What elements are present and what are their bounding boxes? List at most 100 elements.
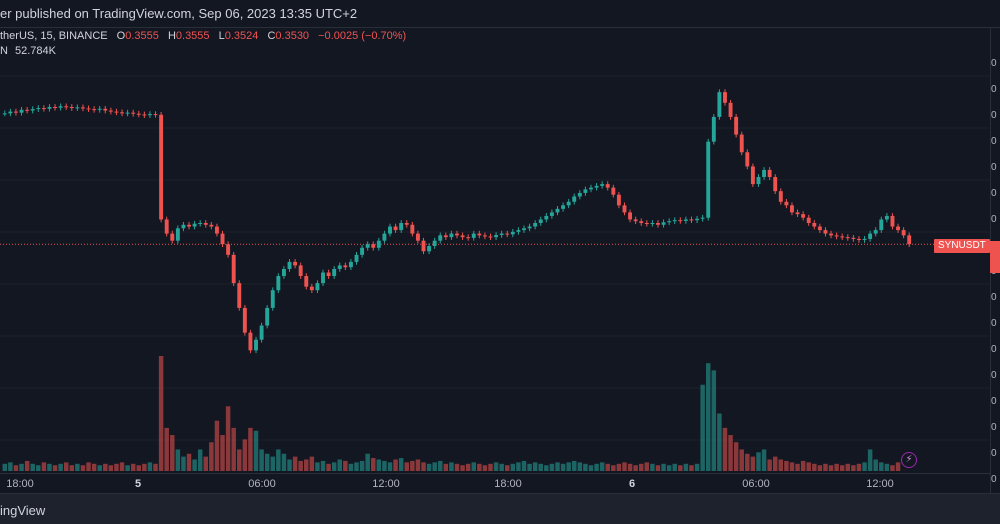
volume-bar: [47, 463, 52, 471]
volume-bar: [443, 463, 449, 471]
candle-body: [857, 238, 861, 240]
candle-body: [136, 113, 141, 115]
volume-bar: [225, 406, 231, 471]
volume-bar: [717, 413, 722, 471]
volume-bar: [387, 462, 393, 471]
volume-bar: [499, 463, 504, 471]
volume-bar: [80, 465, 86, 471]
candle-body: [884, 215, 889, 220]
volume-bar: [287, 459, 292, 471]
volume-bar: [505, 465, 510, 471]
candle-body: [801, 214, 806, 218]
volume-bar: [97, 465, 102, 471]
candle-body: [561, 205, 566, 209]
volume-bar: [728, 435, 733, 471]
volume-bar: [722, 427, 728, 471]
volume-bar: [672, 463, 677, 471]
tradingview-brand: ingView: [0, 503, 46, 518]
candle-body: [30, 109, 35, 111]
volume-bar: [795, 463, 800, 471]
volume-bar: [655, 465, 661, 471]
volume-bar: [231, 427, 236, 471]
price-tick-label: 0: [991, 474, 997, 485]
volume-bar: [745, 453, 750, 471]
volume-bar: [460, 465, 465, 471]
volume-bar: [566, 462, 571, 471]
volume-bar: [683, 463, 689, 471]
volume-bar: [705, 363, 711, 471]
candle-body: [159, 114, 164, 220]
volume-bar: [828, 465, 834, 471]
candle-body: [667, 221, 672, 223]
candle-body: [784, 201, 789, 206]
volume-bar: [242, 439, 248, 471]
volume-bar: [315, 462, 320, 471]
candle-body: [510, 231, 515, 235]
volume-bar: [432, 462, 437, 471]
price-tick-label: 0: [991, 318, 997, 329]
candle-body: [365, 244, 370, 248]
volume-bar: [800, 460, 806, 471]
candle-body: [304, 276, 309, 287]
volume-bar: [761, 449, 767, 471]
candle-body: [248, 332, 253, 351]
volume-bar: [627, 463, 633, 471]
volume-bar: [52, 465, 58, 471]
volume-bar: [538, 463, 543, 471]
time-tick-label: 06:00: [248, 478, 276, 490]
volume-bar: [471, 462, 476, 471]
candle-body: [806, 217, 811, 223]
volume-bar: [639, 463, 644, 471]
time-tick-label: 06:00: [742, 478, 770, 490]
candle-body: [773, 177, 778, 192]
volume-bar: [622, 462, 627, 471]
volume-bar: [661, 463, 666, 471]
lightning-icon[interactable]: ⚡: [901, 452, 917, 468]
candle-body: [890, 215, 895, 227]
volume-bar: [197, 449, 203, 471]
volume-bar: [510, 463, 516, 471]
price-tick-label: 0: [991, 188, 997, 199]
candlestick-chart[interactable]: [0, 28, 990, 473]
candle-body: [527, 226, 532, 229]
candle-body: [455, 233, 459, 236]
close-value: 0.3530: [275, 30, 310, 42]
candle-body: [58, 106, 63, 108]
candle-body: [488, 236, 493, 238]
candle-body: [611, 187, 616, 195]
candle-body: [438, 235, 443, 241]
candle-body: [600, 184, 605, 186]
candle-body: [92, 109, 97, 111]
candle-body: [69, 107, 74, 109]
open-label: O: [116, 30, 126, 42]
volume-bar: [343, 460, 348, 471]
volume-bar: [69, 465, 75, 471]
candle-body: [505, 233, 510, 235]
time-tick-label: 6: [628, 478, 636, 490]
candle-body: [125, 112, 130, 114]
candle-body: [270, 290, 275, 308]
candle-body: [2, 113, 7, 115]
price-tick-label: 0: [991, 292, 997, 303]
candle-body: [778, 191, 783, 202]
time-tick-label: 5: [134, 478, 142, 490]
time-axis[interactable]: 18:00 5 06:00 12:00 18:00 6 06:00 12:00: [0, 473, 990, 494]
candle-body: [399, 223, 404, 231]
footer-bar: ingView: [0, 493, 1000, 524]
volume-bar: [276, 449, 281, 471]
volume-bar: [862, 462, 867, 471]
candle-body: [192, 223, 197, 227]
candle-body: [734, 116, 739, 135]
candle-body: [650, 223, 655, 224]
volume-bar: [867, 449, 873, 471]
symbol-label[interactable]: therUS, 15, BINANCE: [0, 30, 108, 42]
candle-body: [131, 112, 136, 114]
candle-body: [471, 233, 476, 238]
candle-body: [415, 233, 420, 241]
candle-body: [75, 107, 80, 109]
candle-body: [589, 187, 593, 190]
candle-body: [549, 212, 554, 216]
candle-body: [683, 219, 688, 221]
candle-body: [443, 235, 448, 238]
candle-body: [214, 226, 219, 234]
